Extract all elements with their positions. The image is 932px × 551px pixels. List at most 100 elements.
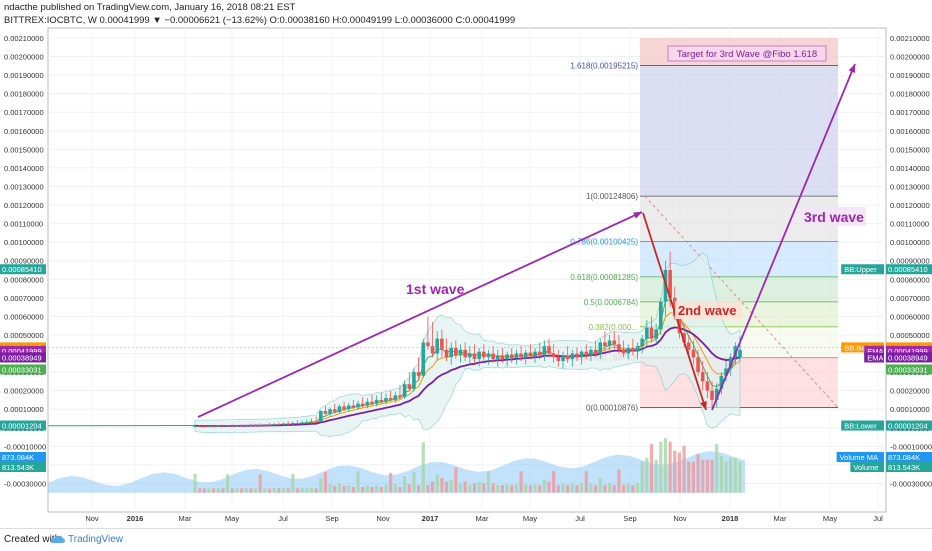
volume-bar	[287, 488, 290, 492]
candle-body	[221, 426, 225, 427]
candle-body	[654, 329, 658, 338]
candle-body	[496, 355, 500, 359]
volume-bar	[198, 488, 201, 492]
candle-body	[445, 350, 449, 357]
volume-bar	[566, 485, 569, 493]
candle-body	[463, 350, 467, 357]
x-tick-label: 2018	[722, 514, 739, 523]
candle-body	[477, 352, 481, 359]
y-tick-label-left: 0.00050000	[4, 331, 44, 340]
y-tick-label-left: -0.00030000	[4, 479, 46, 488]
candle-body	[207, 426, 211, 427]
volume-bar	[724, 462, 727, 493]
candle-body	[282, 424, 286, 425]
candle-body	[226, 426, 230, 427]
volume-bar	[282, 488, 285, 493]
candle-body	[356, 404, 360, 408]
candle-body	[333, 409, 337, 412]
price-badge-right-text: 0.00033031	[888, 365, 928, 374]
candle-body	[361, 404, 365, 406]
volume-bar	[641, 462, 644, 493]
volume-bar	[445, 482, 448, 493]
candle-body	[631, 348, 635, 352]
candle-body	[491, 354, 495, 360]
volume-bar	[692, 462, 695, 493]
volume-bar	[403, 476, 406, 493]
volume-bar	[328, 484, 331, 493]
volume-bar	[394, 484, 397, 493]
volume-bar	[585, 471, 588, 493]
candle-body	[435, 339, 439, 354]
candle-body	[268, 425, 272, 426]
volume-bar	[492, 483, 495, 492]
volume-bar	[636, 483, 639, 492]
x-tick-label: May	[823, 514, 837, 523]
volume-bar	[468, 485, 471, 493]
volume-bar	[347, 485, 350, 493]
candle-body	[375, 400, 379, 404]
x-tick-label: May	[523, 514, 537, 523]
y-tick-label-left: 0.00130000	[4, 182, 44, 191]
candle-body	[403, 384, 407, 397]
price-badge-right-text: 873.084K	[888, 453, 920, 462]
indicator-name-text: BB:Lower	[844, 422, 877, 431]
candle-body	[300, 423, 304, 424]
y-tick-label-left: 0.00060000	[4, 312, 44, 321]
volume-bar	[594, 485, 597, 493]
y-tick-label-right: 0.00190000	[890, 71, 930, 80]
volume-bar	[720, 456, 723, 493]
volume-bar	[552, 471, 555, 493]
volume-bar	[259, 474, 262, 492]
x-tick-label: Mar	[179, 514, 192, 523]
candle-body	[417, 372, 421, 376]
candle-body	[198, 426, 202, 427]
candle-body	[501, 355, 505, 359]
candle-body	[380, 400, 384, 402]
volume-bar	[664, 438, 667, 493]
fib-level-label: 0.618(0.00081285)	[570, 273, 638, 282]
candle-body	[193, 426, 197, 427]
volume-bar	[436, 474, 439, 492]
y-tick-label-left: 0.00120000	[4, 201, 44, 210]
volume-bar	[645, 458, 648, 493]
candle-body	[370, 402, 374, 404]
y-tick-label-right: -0.00030000	[890, 479, 932, 488]
y-tick-label-right: 0.00070000	[890, 294, 930, 303]
candle-body	[482, 352, 486, 358]
volume-bar	[710, 460, 713, 493]
volume-bar	[655, 460, 658, 493]
volume-bar	[571, 483, 574, 492]
y-tick-label-right: 0.00140000	[890, 164, 930, 173]
volume-bar	[478, 482, 481, 493]
candle-body	[650, 328, 654, 339]
candle-body	[459, 350, 463, 356]
candle-body	[552, 354, 556, 358]
volume-bar	[533, 484, 536, 493]
y-tick-label-right: 0.00160000	[890, 127, 930, 136]
volume-bar	[543, 480, 546, 493]
volume-bar	[310, 488, 313, 493]
candle-body	[240, 425, 244, 426]
volume-bar	[613, 485, 616, 493]
volume-bar	[650, 444, 653, 493]
price-badge-right-text: 813.543K	[888, 463, 920, 472]
candle-body	[575, 354, 579, 358]
price-badge-right-text: 0.00085410	[888, 265, 928, 274]
candle-body	[738, 350, 742, 357]
y-tick-label-left: 0.00140000	[4, 164, 44, 173]
candle-body	[645, 328, 649, 339]
candle-body	[426, 342, 430, 346]
indicator-name-text: BB:Upper	[844, 265, 877, 274]
volume-bar	[729, 458, 732, 493]
candle-body	[296, 423, 300, 424]
y-tick-label-left: 0.00150000	[4, 145, 44, 154]
price-badge-left-text: 0.00001204	[2, 422, 42, 431]
candle-body	[314, 421, 318, 422]
y-tick-label-right: 0.00210000	[890, 34, 930, 43]
volume-bar	[622, 485, 625, 493]
volume-bar	[319, 478, 322, 492]
tradingview-brand[interactable]: TradingView	[68, 534, 123, 545]
target-annotation-text: Target for 3rd Wave @Fibo 1.618	[677, 49, 817, 60]
candle-body	[319, 411, 323, 422]
